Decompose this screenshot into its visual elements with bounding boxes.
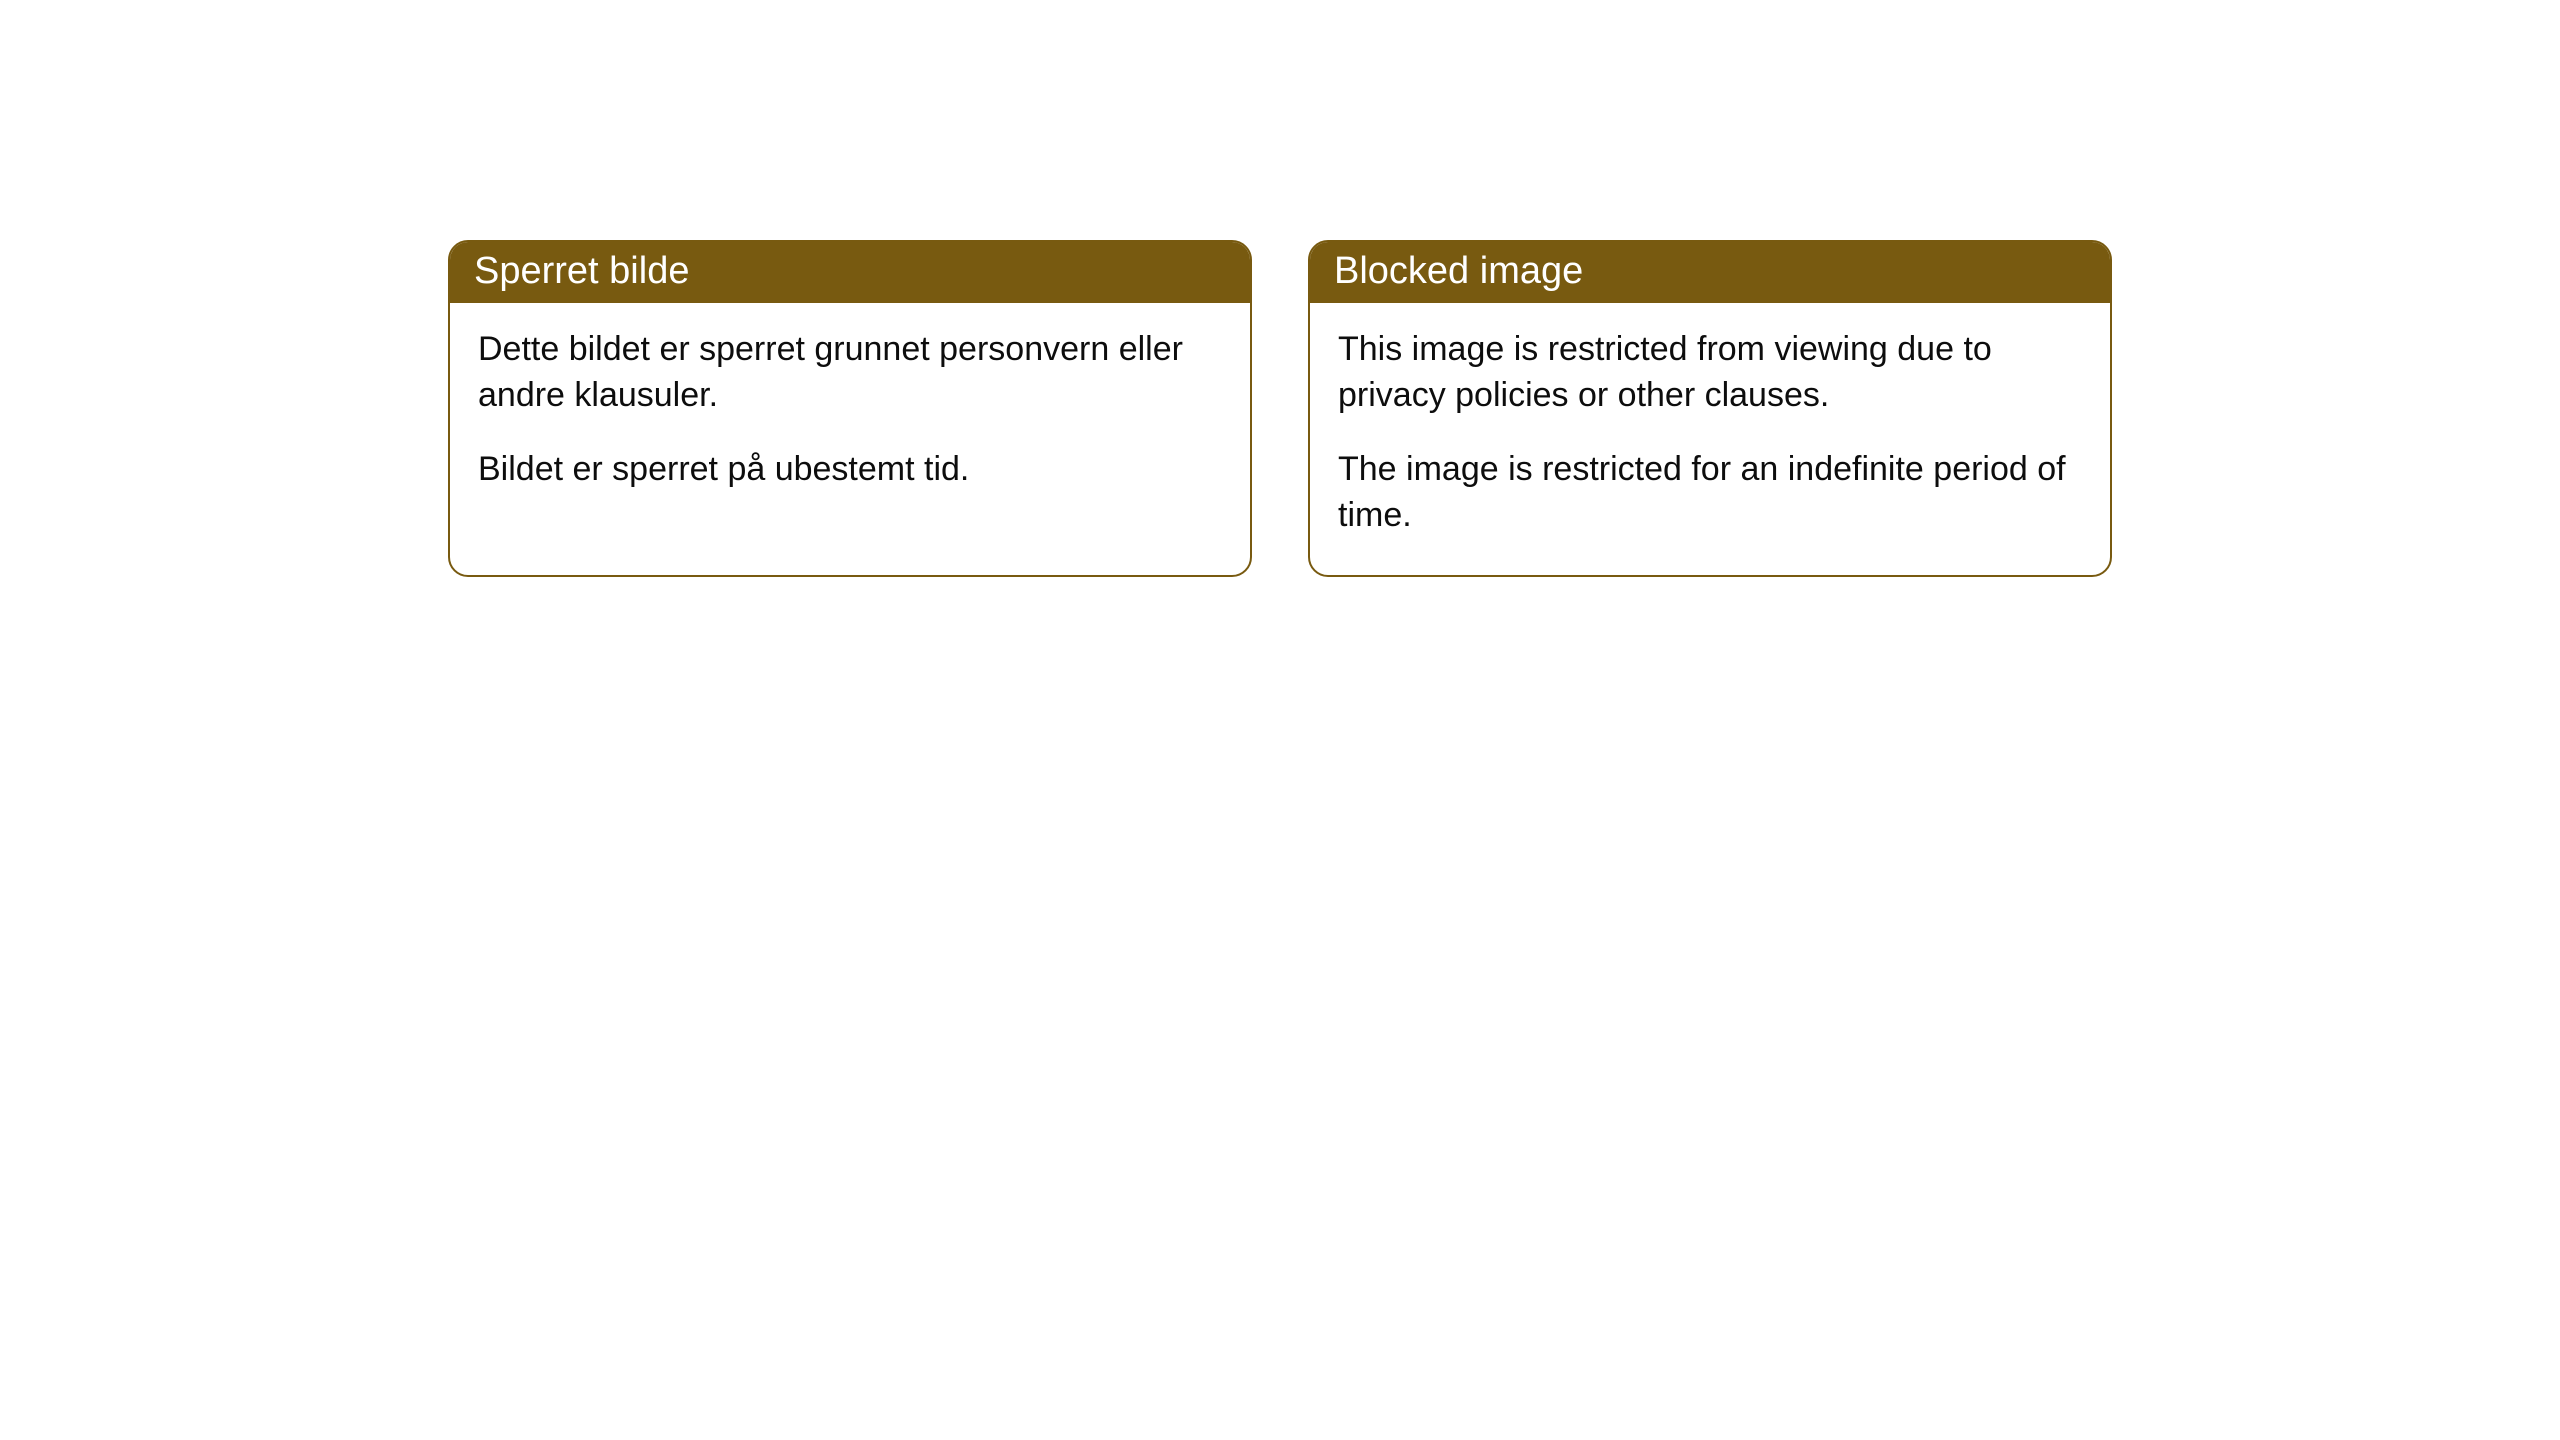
- notice-text-1-english: This image is restricted from viewing du…: [1338, 327, 2082, 419]
- notice-text-1-norwegian: Dette bildet er sperret grunnet personve…: [478, 327, 1222, 419]
- notice-card-norwegian: Sperret bilde Dette bildet er sperret gr…: [448, 240, 1252, 577]
- notice-card-english: Blocked image This image is restricted f…: [1308, 240, 2112, 577]
- notice-header-norwegian: Sperret bilde: [450, 242, 1250, 303]
- notice-text-2-english: The image is restricted for an indefinit…: [1338, 447, 2082, 539]
- notice-body-english: This image is restricted from viewing du…: [1310, 303, 2110, 575]
- notice-container: Sperret bilde Dette bildet er sperret gr…: [0, 0, 2560, 577]
- notice-text-2-norwegian: Bildet er sperret på ubestemt tid.: [478, 447, 1222, 493]
- notice-body-norwegian: Dette bildet er sperret grunnet personve…: [450, 303, 1250, 529]
- notice-header-english: Blocked image: [1310, 242, 2110, 303]
